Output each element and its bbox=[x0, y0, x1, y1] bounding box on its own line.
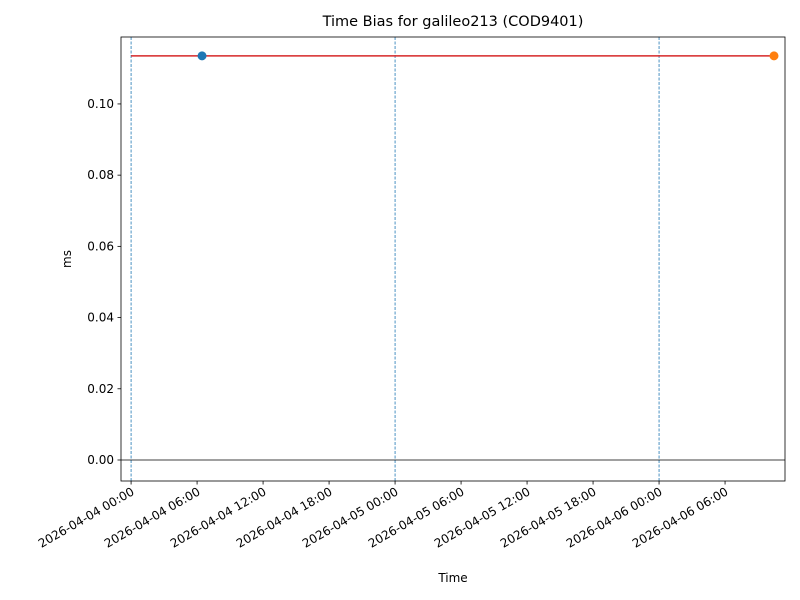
y-axis-label: ms bbox=[60, 250, 74, 268]
plot-frame bbox=[120, 36, 786, 482]
point bbox=[197, 51, 207, 61]
point bbox=[769, 51, 779, 61]
y-tick-label: 0.06 bbox=[87, 239, 114, 253]
y-tick-label: 0.00 bbox=[87, 453, 114, 467]
y-tick-label: 0.08 bbox=[87, 168, 114, 182]
y-tick-label: 0.04 bbox=[87, 311, 114, 325]
y-tick-label: 0.02 bbox=[87, 382, 114, 396]
chart-title: Time Bias for galileo213 (COD9401) bbox=[322, 14, 584, 30]
y-tick-label: 0.10 bbox=[87, 97, 114, 111]
x-axis-label: Time bbox=[437, 571, 467, 585]
